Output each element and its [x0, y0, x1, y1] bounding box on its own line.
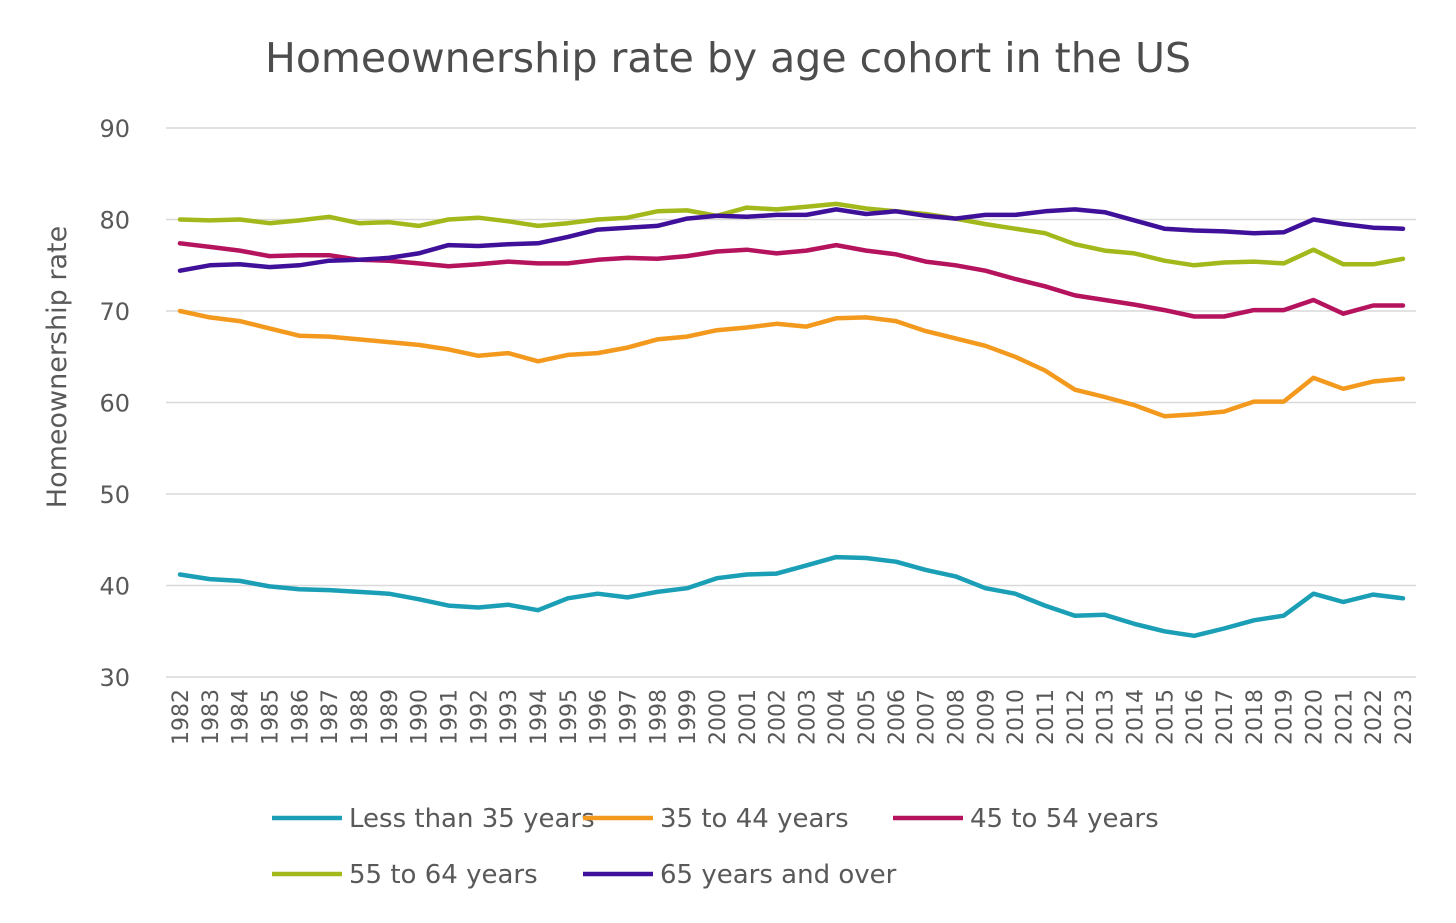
series-line-3 [177, 241, 1406, 319]
x-tick-label-2017: 2017 [1213, 689, 1238, 745]
series-lines [177, 201, 1406, 639]
y-tick-label-90: 90 [99, 115, 130, 143]
y-tick-label-70: 70 [99, 298, 130, 326]
x-tick-label-1996: 1996 [587, 689, 612, 745]
y-axis-label: Homeownership rate [42, 226, 73, 508]
x-tick-label-2000: 2000 [706, 689, 731, 745]
x-tick-label-1984: 1984 [229, 689, 254, 745]
x-tick-label-2015: 2015 [1153, 689, 1178, 745]
x-tick-label-1998: 1998 [646, 689, 671, 745]
x-tick-label-2018: 2018 [1243, 689, 1268, 745]
y-tick-label-50: 50 [99, 481, 130, 509]
x-tick-label-2010: 2010 [1004, 689, 1029, 745]
x-tick-label-2004: 2004 [825, 689, 850, 745]
x-tick-label-2023: 2023 [1392, 689, 1417, 745]
x-tick-label-2016: 2016 [1183, 689, 1208, 745]
x-tick-label-2007: 2007 [915, 689, 940, 745]
legend-label-2: 35 to 44 years [660, 804, 849, 834]
x-tick-label-1983: 1983 [199, 689, 224, 745]
x-tick-label-1985: 1985 [258, 689, 283, 745]
x-tick-label-2021: 2021 [1332, 689, 1357, 745]
gridlines [166, 127, 1416, 678]
x-tick-label-1982: 1982 [169, 689, 194, 745]
series-line-5 [177, 207, 1406, 273]
x-tick-label-1995: 1995 [557, 689, 582, 745]
y-tick-label-80: 80 [99, 207, 130, 235]
x-tick-label-2013: 2013 [1094, 689, 1119, 745]
x-tick-label-1989: 1989 [378, 689, 403, 745]
x-tick-label-2019: 2019 [1273, 689, 1298, 745]
x-tick-label-1993: 1993 [497, 689, 522, 745]
y-tick-label-30: 30 [99, 664, 130, 692]
x-tick-label-1992: 1992 [467, 689, 492, 745]
x-tick-label-2003: 2003 [795, 689, 820, 745]
x-tick-label-1994: 1994 [527, 689, 552, 745]
chart-title: Homeownership rate by age cohort in the … [265, 34, 1191, 82]
x-tick-label-2008: 2008 [945, 689, 970, 745]
y-tick-label-60: 60 [99, 390, 130, 418]
x-axis-ticks: 1982 1983 1984 1985 1986 1987 1988 1989 1990 1991… [169, 689, 1417, 745]
x-tick-label-1997: 1997 [616, 689, 641, 745]
x-tick-label-2020: 2020 [1303, 689, 1328, 745]
x-tick-label-1990: 1990 [408, 689, 433, 745]
legend-label-4: 55 to 64 years [349, 860, 538, 890]
legend-label-3: 45 to 54 years [970, 804, 1159, 834]
x-tick-label-2011: 2011 [1034, 689, 1059, 745]
legend: Less than 35 years 35 to 44 years 45 to 54… [272, 804, 1159, 890]
x-tick-label-2009: 2009 [974, 689, 999, 745]
x-tick-label-1991: 1991 [437, 689, 462, 745]
x-tick-label-2005: 2005 [855, 689, 880, 745]
x-tick-label-2012: 2012 [1064, 689, 1089, 745]
x-tick-label-2001: 2001 [736, 689, 761, 745]
x-tick-label-1999: 1999 [676, 689, 701, 745]
x-tick-label-2022: 2022 [1362, 689, 1387, 745]
series-line-4 [177, 201, 1406, 268]
series-line-2 [177, 308, 1406, 419]
legend-label-5: 65 years and over [660, 860, 897, 890]
x-tick-label-2006: 2006 [885, 689, 910, 745]
series-line-1 [177, 554, 1406, 639]
y-tick-label-40: 40 [99, 573, 130, 601]
x-tick-label-2002: 2002 [766, 689, 791, 745]
legend-label-1: Less than 35 years [349, 804, 595, 834]
y-axis-ticks: 30 40 50 60 70 80 90 [99, 115, 130, 692]
x-tick-label-1988: 1988 [348, 689, 373, 745]
x-tick-label-1987: 1987 [318, 689, 343, 745]
x-tick-label-2014: 2014 [1124, 689, 1149, 745]
x-tick-label-1986: 1986 [288, 689, 313, 745]
